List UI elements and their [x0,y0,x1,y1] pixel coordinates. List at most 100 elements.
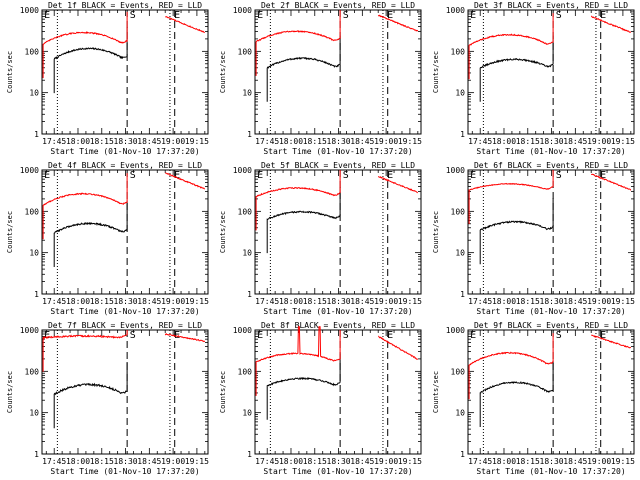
y-tick-label: 100 [25,367,40,376]
marker-letter: S [130,170,136,181]
x-tick-label: 17:45 [42,457,66,466]
marker-letter: E [387,330,393,341]
x-tick-label: 18:15 [90,457,114,466]
panel-title: Det 7f BLACK = Events, RED = LLD [48,321,202,330]
panel-det-7: Det 7f BLACK = Events, RED = LLD 1 10 100 10… [6,321,209,476]
events-series-line [479,198,554,265]
marker-letter: E [387,10,393,21]
marker-letter: E [257,10,263,21]
marker-letter: S [556,330,562,341]
x-tick-label: 18:45 [137,297,161,306]
panel-title: Det 4f BLACK = Events, RED = LLD [48,161,202,170]
y-tick-label: 1 [34,130,39,139]
x-tick-label: 18:00 [279,297,303,306]
x-tick-label: 18:00 [66,457,90,466]
x-tick-label: 17:45 [468,457,492,466]
panel-det-9: Det 9f BLACK = Events, RED = LLD 1 10 100 10… [432,321,635,476]
x-tick-label: 17:45 [255,137,279,146]
x-tick-label: 19:00 [161,297,185,306]
x-tick-label: 18:30 [114,457,138,466]
marker-letter: S [556,10,562,21]
y-tick-label: 1000 [233,166,252,175]
marker-letter: S [343,330,349,341]
y-axis-label: Counts/sec [432,371,440,413]
y-tick-label: 10 [455,249,465,258]
x-tick-label: 19:15 [398,297,422,306]
x-tick-label: 19:15 [611,457,635,466]
plot-frame [467,329,635,455]
x-tick-label: 18:15 [303,137,327,146]
x-tick-label: 18:45 [350,457,374,466]
x-tick-label: 19:00 [587,137,611,146]
lld-series-line [468,170,554,224]
marker-letter: E [44,10,50,21]
x-tick-label: 19:15 [611,137,635,146]
marker-letter: E [600,330,606,341]
x-axis-label: Start Time (01-Nov-10 17:37:20) [476,307,625,316]
panel-det-3: Det 3f BLACK = Events, RED = LLD 1 10 100 10… [432,1,635,156]
x-axis-label: Start Time (01-Nov-10 17:37:20) [50,147,199,156]
x-tick-label: 18:00 [66,297,90,306]
x-tick-label: 19:15 [398,457,422,466]
x-tick-label: 19:00 [161,137,185,146]
lld-series-line [42,11,128,79]
marker-letter: E [470,10,476,21]
y-tick-label: 100 [451,47,466,56]
y-tick-label: 10 [242,249,252,258]
lld-series-line [255,10,341,76]
x-tick-label: 18:30 [540,297,564,306]
x-tick-label: 18:00 [492,457,516,466]
lld-series-line [255,170,341,231]
x-tick-label: 19:00 [587,457,611,466]
x-tick-label: 18:45 [563,457,587,466]
x-axis-label: Start Time (01-Nov-10 17:37:20) [50,307,199,316]
x-tick-label: 19:00 [374,137,398,146]
y-tick-label: 1000 [20,6,39,15]
plot-frame [467,169,635,295]
y-tick-label: 1000 [233,326,252,335]
lld-series-line [468,13,554,80]
panel-title: Det 3f BLACK = Events, RED = LLD [474,1,628,10]
x-tick-label: 17:45 [468,297,492,306]
x-tick-label: 19:15 [185,137,209,146]
panel-det-6: Det 6f BLACK = Events, RED = LLD 1 10 100 10… [432,161,635,316]
y-axis-label: Counts/sec [219,371,227,413]
x-tick-label: 18:00 [279,137,303,146]
panel-det-4: Det 4f BLACK = Events, RED = LLD 1 10 100 10… [6,161,209,316]
x-tick-label: 18:45 [350,297,374,306]
y-tick-label: 10 [29,89,39,98]
lld-series-line [377,14,419,32]
x-tick-label: 18:45 [563,297,587,306]
x-tick-label: 18:00 [492,297,516,306]
marker-letter: E [600,170,606,181]
marker-letter: E [44,170,50,181]
events-series-line [53,26,128,94]
lld-series-line [164,333,206,343]
x-tick-label: 18:15 [90,137,114,146]
marker-letter: S [556,170,562,181]
x-tick-label: 18:00 [492,137,516,146]
plot-frame [41,329,209,455]
x-tick-label: 18:45 [137,137,161,146]
y-tick-label: 100 [238,367,253,376]
x-tick-label: 18:45 [137,457,161,466]
plot-frame [41,9,209,135]
y-tick-label: 1 [460,130,465,139]
lld-series-line [42,173,128,240]
events-series-line [479,35,554,102]
y-tick-label: 100 [238,207,253,216]
y-axis-label: Counts/sec [6,51,14,93]
lld-series-line [165,15,205,34]
panel-title: Det 6f BLACK = Events, RED = LLD [474,161,628,170]
lld-series-line [378,176,418,194]
x-tick-label: 19:15 [611,297,635,306]
marker-letter: E [470,170,476,181]
x-tick-label: 19:15 [185,297,209,306]
y-tick-label: 100 [451,207,466,216]
x-tick-label: 18:15 [90,297,114,306]
lld-series-line [378,335,419,360]
y-tick-label: 10 [242,409,252,418]
x-axis-label: Start Time (01-Nov-10 17:37:20) [263,467,412,476]
x-tick-label: 19:15 [398,137,422,146]
